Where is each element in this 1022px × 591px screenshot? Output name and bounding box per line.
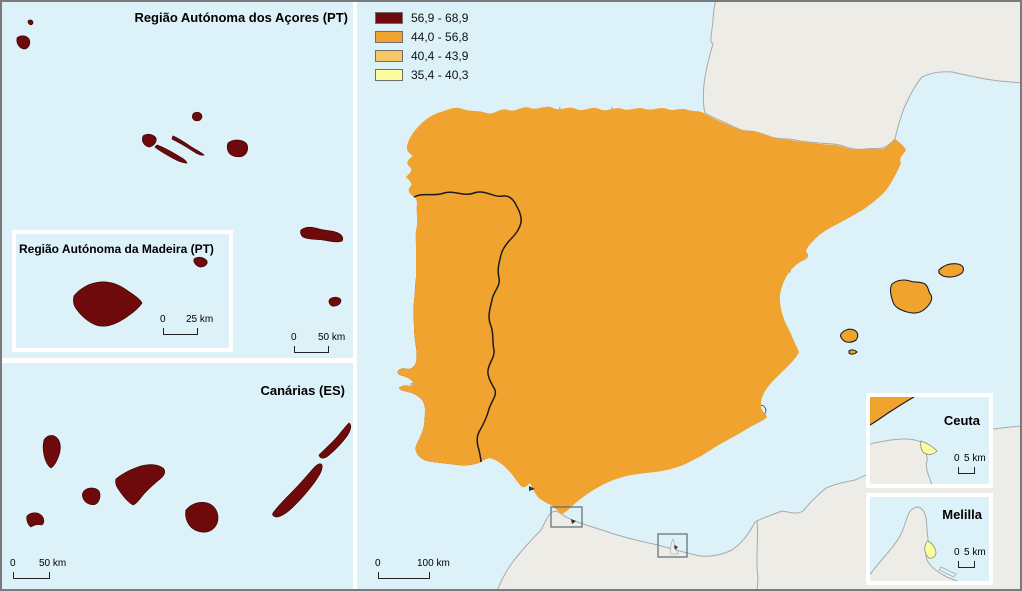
island-terceira [226,139,249,158]
legend-swatch-class1 [375,11,403,24]
legend-swatch-class2 [375,30,403,43]
legend-item: 44,0 - 56,8 [375,27,468,46]
madeira-title: Região Autónoma da Madeira (PT) [19,242,214,256]
main-scale-bar: 0 100 km [375,558,475,582]
legend-item: 40,4 - 43,9 [375,46,468,65]
scale-zero: 0 [10,558,16,569]
scale-label: 5 km [964,547,986,558]
madeira-svg [72,256,208,327]
island-la-gomera [81,487,101,505]
madeira-scale-bar: 0 25 km [160,314,220,336]
legend-label: 35,4 - 40,3 [411,67,469,82]
island-pico [154,144,188,164]
azores-title: Região Autónoma dos Açores (PT) [134,10,348,25]
algeria-border-line [756,520,759,589]
legend-label: 40,4 - 43,9 [411,48,469,63]
ceuta-scale-bar: 0 5 km [954,453,988,475]
island-graciosa [191,111,203,122]
island-tenerife [115,464,166,506]
azores-islands [16,19,344,307]
scale-label: 25 km [186,314,214,325]
melilla-breakwater [938,566,957,578]
balearic-islands [840,263,964,355]
island-faial [142,133,157,148]
canarias-svg [26,422,352,533]
ceuta-spain-wedge [870,397,914,425]
melilla-locator-box [657,533,688,558]
legend-swatch-class4 [375,68,403,81]
scale-label: 50 km [39,558,67,569]
island-madeira [72,281,143,327]
legend-label: 44,0 - 56,8 [411,29,469,44]
ceuta-inset-sea: Ceuta 0 5 km [870,397,989,484]
azores-scale-bar: 0 50 km [291,332,351,354]
island-gran-canaria [185,502,219,533]
island-mallorca [889,279,933,314]
ceuta-inset-svg [870,397,938,484]
ceuta-title: Ceuta [943,413,980,428]
island-santa-maria [328,296,342,307]
melilla-scale-bar: 0 5 km [954,547,988,569]
ceuta-inset-panel: Ceuta 0 5 km [866,393,993,488]
melilla-mark [674,545,678,550]
canary-islands [26,422,352,533]
island-porto-santo [193,256,208,268]
island-ibiza [840,328,859,343]
scale-zero: 0 [160,314,166,325]
legend-item: 35,4 - 40,3 [375,65,468,84]
ceuta-spain-coast [870,397,915,426]
island-menorca [938,263,964,278]
island-el-hierro [26,512,45,528]
canarias-scale-bar: 0 50 km [10,558,80,580]
melilla-morocco [870,506,959,581]
legend: 56,9 - 68,9 44,0 - 56,8 40,4 - 43,9 35,4… [375,8,468,84]
scale-label: 5 km [964,453,986,464]
melilla-territory [924,540,937,559]
cadiz-mark [529,486,535,491]
madeira-islands [72,256,208,327]
ceuta-territory [920,440,938,455]
canarias-panel: Canárias (ES) 0 50 km [2,363,353,589]
madeira-inset-panel: Região Autónoma da Madeira (PT) 0 25 km [12,230,233,352]
legend-item: 56,9 - 68,9 [375,8,468,27]
scale-label: 50 km [318,332,346,343]
island-formentera [848,349,858,355]
melilla-title: Melilla [942,507,982,522]
island-corvo [27,19,34,26]
canarias-title: Canárias (ES) [260,383,345,398]
region-france [702,2,1020,150]
melilla-inset-svg [870,506,959,581]
ceuta-locator-box [550,506,583,528]
main-map-panel: 56,9 - 68,9 44,0 - 56,8 40,4 - 43,9 35,4… [357,2,1020,589]
azores-svg [16,19,344,307]
legend-label: 56,9 - 68,9 [411,10,469,25]
portugal-spain-border [413,191,522,463]
madeira-inset-sea: Região Autónoma da Madeira (PT) 0 25 km [16,234,229,348]
island-sao-miguel [300,226,344,243]
scale-label: 100 km [417,558,450,569]
scale-zero: 0 [375,558,381,569]
melilla-inset-sea: Melilla 0 5 km [870,497,989,581]
scale-zero: 0 [291,332,297,343]
island-la-palma [42,435,61,469]
scale-zero: 0 [954,453,960,464]
melilla-inset-panel: Melilla 0 5 km [866,493,993,585]
island-flores [16,35,31,50]
island-fuerteventura [272,463,323,518]
azores-panel: Região Autónoma dos Açores (PT) 0 50 km … [2,2,353,358]
island-lanzarote [318,422,352,459]
island-sao-jorge [171,135,205,156]
scale-zero: 0 [954,547,960,558]
ceuta-mark [571,519,576,524]
legend-swatch-class3 [375,49,403,62]
